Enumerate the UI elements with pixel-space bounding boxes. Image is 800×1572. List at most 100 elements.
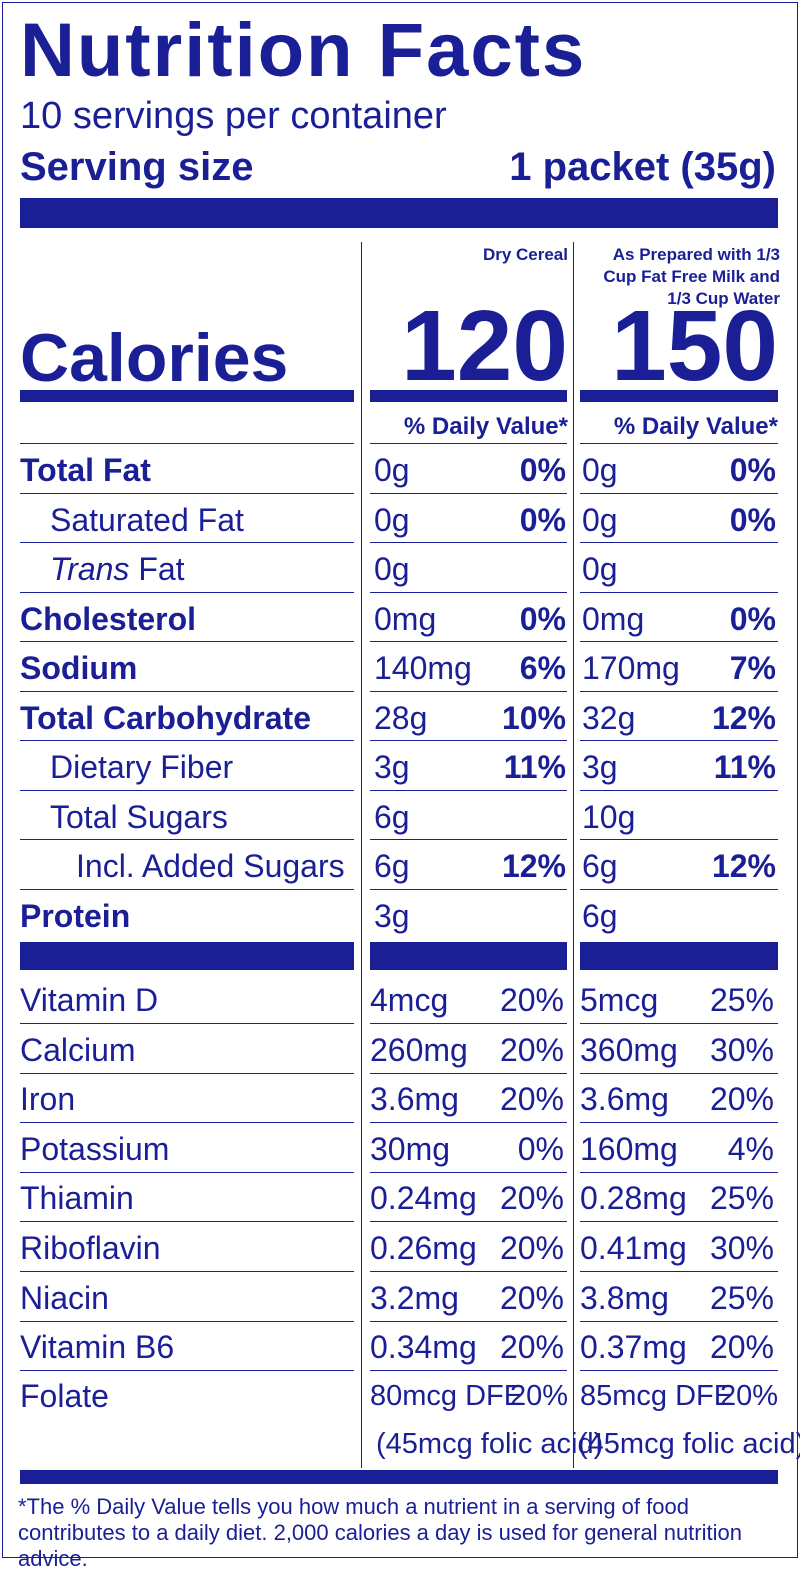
row-separator — [370, 1023, 567, 1024]
folate-prep-amount: 85mcg DFE — [580, 1380, 734, 1412]
nutrient-name-rest: Fat — [129, 551, 185, 587]
folate-prep-note: (45mcg folic acid) — [578, 1428, 800, 1460]
row-separator — [370, 789, 567, 791]
prep-amount: 3.8mg — [580, 1279, 669, 1316]
vitamin-name: Iron — [20, 1081, 76, 1118]
vitamin-divider-dry — [370, 942, 567, 970]
nutrient-row: Protein 3g 6g — [0, 888, 796, 941]
row-separator — [20, 641, 354, 642]
calories-label: Calories — [20, 320, 289, 396]
prep-daily-value: 0% — [729, 600, 776, 637]
prep-daily-value: 20% — [709, 1081, 774, 1118]
dry-amount: 3g — [374, 749, 410, 785]
row-separator — [370, 591, 567, 593]
label-title: Nutrition Facts — [20, 8, 587, 93]
row-separator — [370, 1320, 567, 1322]
row-separator — [580, 641, 778, 642]
nutrient-name: Dietary Fiber — [50, 749, 234, 785]
row-separator — [580, 1072, 778, 1074]
row-separator — [370, 492, 567, 494]
dry-amount: 28g — [374, 699, 428, 736]
row-separator — [370, 1171, 567, 1173]
dry-amount: 0g — [374, 452, 410, 488]
vitamin-name: Vitamin B6 — [20, 1329, 175, 1366]
dry-daily-value: 0% — [519, 600, 566, 637]
row-separator — [370, 740, 567, 741]
row-separator — [20, 690, 354, 692]
vitamin-name: Potassium — [20, 1130, 170, 1167]
row-separator — [370, 888, 567, 890]
row-separator — [580, 1271, 778, 1272]
dry-daily-value: 20% — [499, 1279, 564, 1316]
folate-dry-note: (45mcg folic acid) — [376, 1428, 604, 1460]
prep-amount: 0g — [582, 501, 618, 538]
prep-daily-value: 30% — [709, 1230, 774, 1266]
dry-amount: 0.34mg — [370, 1329, 477, 1366]
row-separator — [580, 789, 778, 791]
row-separator — [20, 1320, 354, 1322]
dry-amount: 260mg — [370, 1031, 468, 1068]
serving-size-value: 1 packet (35g) — [509, 145, 776, 189]
row-separator — [370, 1221, 567, 1223]
vitamin-name: Thiamin — [20, 1180, 134, 1217]
row-separator — [20, 591, 354, 593]
row-separator — [580, 591, 778, 593]
folate-label: Folate — [20, 1378, 109, 1414]
dry-calories: 120 — [401, 290, 568, 402]
prep-amount: 0.41mg — [580, 1230, 687, 1266]
row-separator — [580, 1320, 778, 1322]
column-divider-1 — [361, 242, 362, 1468]
prep-amount: 0mg — [582, 600, 645, 637]
prep-daily-value: 30% — [709, 1031, 774, 1068]
dry-daily-value: 0% — [519, 452, 566, 488]
prep-amount: 170mg — [582, 650, 680, 686]
row-separator — [20, 1271, 354, 1272]
dry-daily-value: 20% — [499, 982, 564, 1018]
row-separator — [20, 1370, 354, 1372]
prep-amount: 6g — [582, 897, 618, 934]
prep-amount: 160mg — [580, 1130, 678, 1167]
dry-amount: 30mg — [370, 1130, 451, 1167]
nutrient-name: Cholesterol — [20, 600, 197, 637]
thick-divider-top — [20, 198, 778, 228]
row-separator — [580, 839, 778, 840]
dry-amount: 0g — [374, 551, 410, 587]
prep-daily-value: 11% — [713, 749, 776, 785]
prep-daily-value: 25% — [709, 1180, 774, 1217]
dry-amount: 0mg — [374, 600, 437, 637]
dv-header-dry: % Daily Value* — [403, 413, 568, 440]
nutrient-row: Sodium 140mg 6% 170mg 7% — [0, 641, 796, 693]
nutrient-row: Total Carbohydrate 28g 10% 32g 12% — [0, 690, 796, 743]
row-separator — [370, 542, 567, 543]
calories-divider-dry — [370, 390, 567, 402]
dry-daily-value: 0% — [517, 1130, 564, 1167]
vitamin-row: Riboflavin 0.26mg 20% 0.41mg 30% — [0, 1224, 796, 1273]
dry-daily-value: 20% — [499, 1081, 564, 1118]
prep-amount: 0g — [582, 551, 618, 587]
servings-per-container: 10 servings per container — [20, 95, 447, 137]
prep-daily-value: 0% — [729, 501, 776, 538]
serving-size-label: Serving size — [20, 145, 254, 189]
dry-daily-value: 20% — [499, 1329, 564, 1366]
prep-daily-value: 4% — [727, 1130, 774, 1167]
prep-amount: 0.37mg — [580, 1329, 687, 1366]
row-separator — [580, 1171, 778, 1173]
dry-amount: 0.24mg — [370, 1180, 477, 1217]
prep-daily-value: 7% — [729, 650, 776, 686]
dry-daily-value: 20% — [499, 1180, 564, 1217]
prep-amount: 32g — [582, 699, 636, 736]
row-separator — [580, 1023, 778, 1024]
row-separator — [580, 888, 778, 890]
vitamin-name: Riboflavin — [20, 1230, 161, 1266]
dry-amount: 3g — [374, 897, 410, 934]
dry-daily-value: 20% — [499, 1230, 564, 1266]
row-separator — [370, 690, 567, 692]
prep-daily-value: 12% — [711, 699, 776, 736]
vitamin-row: Vitamin B6 0.34mg 20% 0.37mg 20% — [0, 1323, 796, 1372]
nutrient-row: Incl. Added Sugars 6g 12% 6g 12% — [0, 839, 796, 891]
row-separator — [20, 1072, 354, 1074]
dry-amount: 140mg — [374, 650, 472, 686]
row-separator — [580, 1122, 778, 1124]
row-separator — [20, 839, 354, 840]
prep-daily-value: 20% — [709, 1329, 774, 1366]
